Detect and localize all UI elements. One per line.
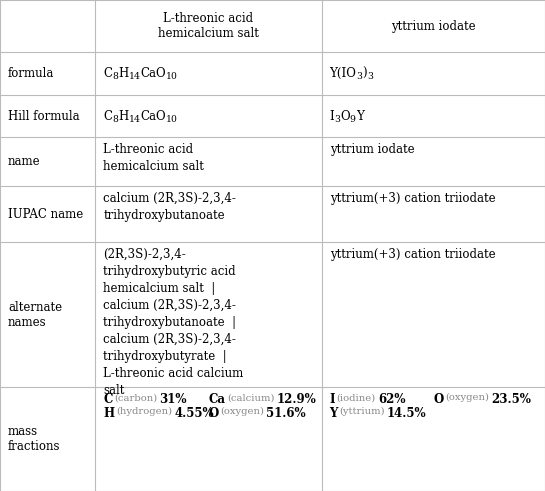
Text: Ca: Ca	[208, 393, 226, 407]
Text: alternate
names: alternate names	[8, 301, 62, 329]
Text: 3: 3	[356, 72, 362, 81]
Text: C: C	[104, 109, 112, 123]
Text: 31%: 31%	[160, 393, 187, 407]
Text: L-threonic acid
hemicalcium salt: L-threonic acid hemicalcium salt	[158, 12, 259, 40]
Text: yttrium(+3) cation triiodate: yttrium(+3) cation triiodate	[330, 248, 495, 261]
Text: CaO: CaO	[141, 67, 166, 80]
Text: I: I	[330, 393, 335, 407]
Text: 3: 3	[367, 72, 373, 81]
Text: 14: 14	[129, 72, 141, 81]
Text: 4.55%: 4.55%	[174, 407, 214, 419]
Text: (carbon): (carbon)	[114, 393, 158, 402]
Text: 3: 3	[334, 114, 340, 124]
Text: H: H	[104, 407, 114, 419]
Text: yttrium iodate: yttrium iodate	[391, 20, 476, 32]
Text: (calcium): (calcium)	[227, 393, 275, 402]
Text: ): )	[362, 67, 367, 80]
Text: IUPAC name: IUPAC name	[8, 208, 83, 220]
Text: Y: Y	[330, 407, 338, 419]
Text: (hydrogen): (hydrogen)	[116, 407, 172, 416]
Text: H: H	[118, 67, 129, 80]
Text: 14: 14	[129, 114, 141, 124]
Text: I: I	[330, 109, 334, 123]
Text: 23.5%: 23.5%	[491, 393, 531, 407]
Text: CaO: CaO	[141, 109, 166, 123]
Text: yttrium iodate: yttrium iodate	[330, 143, 414, 157]
Text: 62%: 62%	[378, 393, 405, 407]
Text: formula: formula	[8, 67, 54, 80]
Text: (yttrium): (yttrium)	[340, 407, 385, 416]
Text: (oxygen): (oxygen)	[220, 407, 264, 416]
Text: L-threonic acid
hemicalcium salt: L-threonic acid hemicalcium salt	[104, 143, 204, 173]
Text: 14.5%: 14.5%	[387, 407, 427, 419]
Text: 8: 8	[112, 114, 118, 124]
Text: (iodine): (iodine)	[337, 393, 376, 402]
Text: calcium (2R,3S)-2,3,4-
trihydroxybutanoate: calcium (2R,3S)-2,3,4- trihydroxybutanoa…	[104, 192, 236, 222]
Text: yttrium(+3) cation triiodate: yttrium(+3) cation triiodate	[330, 192, 495, 205]
Text: O: O	[433, 393, 444, 407]
Text: 10: 10	[166, 72, 178, 81]
Text: H: H	[118, 109, 129, 123]
Text: C: C	[104, 67, 112, 80]
Text: name: name	[8, 155, 41, 168]
Text: Y(IO: Y(IO	[330, 67, 356, 80]
Text: 51.6%: 51.6%	[266, 407, 306, 419]
Text: 12.9%: 12.9%	[276, 393, 316, 407]
Text: 10: 10	[166, 114, 178, 124]
Text: Hill formula: Hill formula	[8, 109, 80, 123]
Text: (oxygen): (oxygen)	[445, 393, 489, 403]
Text: mass
fractions: mass fractions	[8, 425, 60, 453]
Text: 9: 9	[350, 114, 356, 124]
Text: C: C	[104, 393, 113, 407]
Text: 8: 8	[112, 72, 118, 81]
Text: O: O	[340, 109, 350, 123]
Text: O: O	[208, 407, 219, 419]
Text: (2R,3S)-2,3,4-
trihydroxybutyric acid
hemicalcium salt  |
calcium (2R,3S)-2,3,4-: (2R,3S)-2,3,4- trihydroxybutyric acid he…	[104, 248, 244, 397]
Text: Y: Y	[356, 109, 364, 123]
